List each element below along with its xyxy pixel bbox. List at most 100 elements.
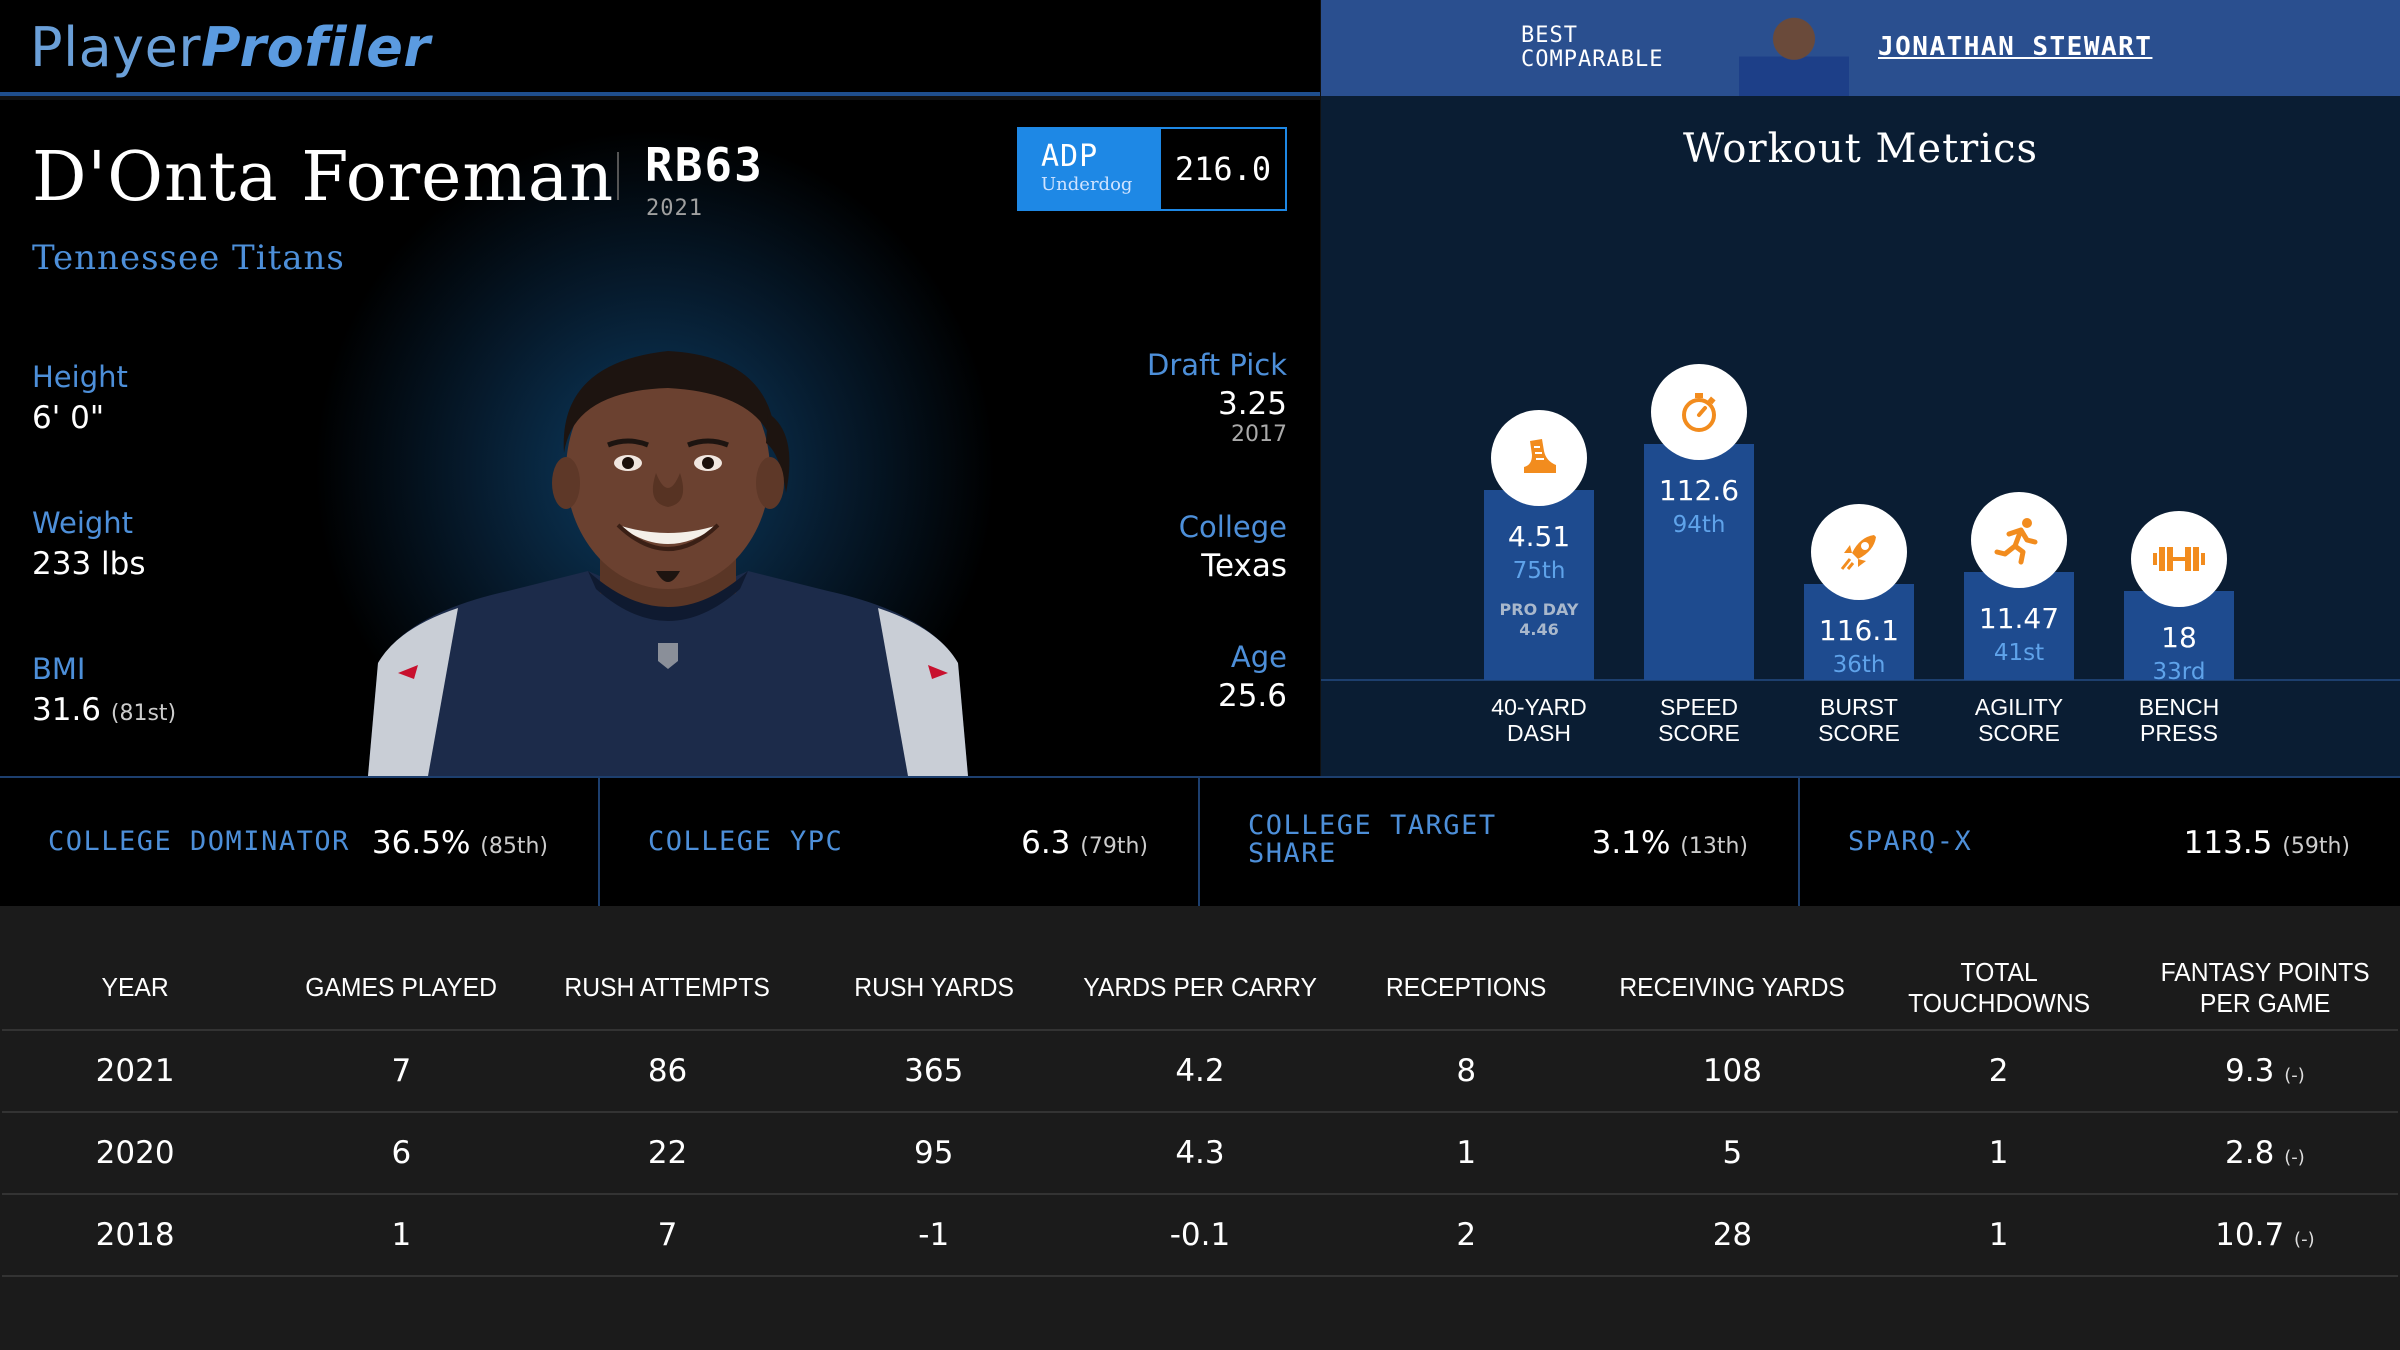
- player-photo: [368, 351, 968, 776]
- height-label: Height: [32, 360, 128, 394]
- table-cell: 4.2: [1066, 1030, 1334, 1113]
- workout-bar: [1964, 572, 2074, 680]
- table-cell: 4.3: [1066, 1112, 1334, 1195]
- best-comparable-label: BEST COMPARABLE: [1521, 24, 1663, 72]
- workout-percentile: 33rd: [2152, 659, 2206, 685]
- best-comparable-label-line2: COMPARABLE: [1521, 47, 1664, 72]
- college-stat-number: 113.5: [2183, 825, 2273, 861]
- column-header: YARDS PER CARRY: [1073, 946, 1327, 1031]
- table-cell: 5: [1599, 1112, 1866, 1195]
- fppg-rank: (-): [2294, 1229, 2315, 1250]
- workout-percentile: 75th: [1512, 558, 1566, 584]
- college-stat-value: 36.5% (85th): [372, 825, 548, 861]
- table-cell: 10.7 (-): [2131, 1194, 2398, 1277]
- workout-label: BENCH PRESS: [2099, 694, 2259, 746]
- table-cell: 22: [534, 1112, 801, 1195]
- table-cell: 2.8 (-): [2131, 1112, 2398, 1195]
- workout-label-line1: SPEED: [1660, 694, 1738, 720]
- workout-label: 40-YARD DASH: [1459, 694, 1619, 746]
- best-comparable-label-line1: BEST: [1521, 23, 1578, 48]
- college-stat-rank: (13th): [1680, 834, 1748, 859]
- height-stat: Height 6' 0": [32, 360, 128, 436]
- table-cell: 28: [1599, 1194, 1866, 1277]
- column-header: GAMES PLAYED: [274, 946, 528, 1031]
- adp-label-block: ADP Underdog: [1019, 129, 1161, 209]
- workout-label-line1: AGILITY: [1974, 694, 2064, 720]
- workout-label-line2: SCORE: [1978, 720, 2060, 746]
- weight-value: 233 lbs: [32, 546, 146, 582]
- college-stat-cell: SPARQ-X 113.5 (59th): [1800, 778, 2400, 908]
- workout-percentile: 41st: [1993, 640, 2045, 666]
- left-header: PlayerProfiler: [0, 0, 1320, 96]
- table-cell: 1: [1333, 1112, 1600, 1195]
- college-label: College: [1178, 510, 1287, 544]
- adp-source: Underdog: [1041, 174, 1133, 195]
- table-cell: -1: [800, 1194, 1067, 1277]
- college-stat-value: 113.5 (59th): [2184, 825, 2350, 861]
- runner-icon: [1971, 492, 2067, 588]
- college-stat: College Texas: [1179, 510, 1287, 584]
- workout-bar: [1804, 584, 1914, 680]
- draft-pick-value: 3.25: [1217, 386, 1287, 422]
- shoe-icon: [1491, 410, 1587, 506]
- team-link[interactable]: Tennessee Titans: [32, 238, 345, 278]
- table-header-row: YEAR GAMES PLAYED RUSH ATTEMPTS RUSH YARDS Y…: [2, 946, 2398, 1031]
- logo[interactable]: PlayerProfiler: [30, 16, 430, 79]
- college-stat-label: COLLEGE TARGET SHARE: [1248, 812, 1497, 868]
- college-stat-label-line1: COLLEGE TARGET: [1248, 810, 1497, 841]
- column-header: RECEIVING YARDS: [1605, 946, 1859, 1031]
- fppg-value: 9.3: [2225, 1053, 2275, 1089]
- logo-part2: Profiler: [201, 16, 431, 79]
- college-stat-label-line1: COLLEGE DOMINATOR: [48, 826, 350, 857]
- comparable-player-link[interactable]: JONATHAN STEWART: [1878, 32, 2153, 62]
- workout-label-line2: SCORE: [1818, 720, 1900, 746]
- fppg-value: 10.7: [2215, 1217, 2285, 1253]
- college-stat-label: COLLEGE DOMINATOR: [48, 828, 350, 856]
- logo-part1: Player: [30, 16, 202, 79]
- column-header: FANTASY POINTS PER GAME: [2138, 946, 2392, 1031]
- college-stat-rank: (79th): [1080, 834, 1148, 859]
- table-cell: 108: [1599, 1030, 1866, 1113]
- college-stat-label-line2: SHARE: [1248, 838, 1337, 869]
- college-stat-value: 3.1% (13th): [1592, 825, 1748, 861]
- table-cell: 9.3 (-): [2131, 1030, 2398, 1113]
- table-cell: 7: [268, 1030, 535, 1113]
- age-value: 25.6: [1217, 678, 1287, 714]
- table-cell: 6: [268, 1112, 535, 1195]
- draft-pick-stat: Draft Pick 3.25 2017: [1147, 348, 1287, 447]
- table-body: 2021 7 86 365 4.2 8 108 2 9.3 (-) 2020 6 22 95 4.3 1 5 1…: [2, 1030, 2398, 1277]
- table-row: 2020 6 22 95 4.3 1 5 1 2.8 (-): [2, 1112, 2398, 1195]
- comparable-avatar: [1739, 8, 1849, 96]
- weight-label: Weight: [32, 506, 134, 540]
- table-cell: 7: [534, 1194, 801, 1277]
- workout-note: PRO DAY 4.46: [1484, 600, 1594, 640]
- position-rank: RB63: [645, 138, 764, 192]
- fppg-rank: (-): [2284, 1147, 2305, 1168]
- workout-bar: [1484, 490, 1594, 680]
- table-cell: 2021: [2, 1030, 269, 1113]
- bmi-label: BMI: [32, 652, 86, 686]
- stopwatch-icon: [1651, 364, 1747, 460]
- workout-value: 4.51: [1507, 520, 1571, 553]
- bmi-stat: BMI 31.6 (81st): [32, 652, 176, 728]
- weight-stat: Weight 233 lbs: [32, 506, 145, 582]
- stats-table-section: YEAR GAMES PLAYED RUSH ATTEMPTS RUSH YARDS Y…: [0, 906, 2400, 1350]
- fppg-value: 2.8: [2225, 1135, 2275, 1171]
- college-stat-cell: COLLEGE YPC 6.3 (79th): [600, 778, 1200, 908]
- workout-note-line1: PRO DAY: [1499, 600, 1579, 619]
- season-stats-table: YEAR GAMES PLAYED RUSH ATTEMPTS RUSH YARDS Y…: [2, 946, 2398, 1277]
- workout-percentile: 94th: [1672, 512, 1726, 538]
- table-cell: 2: [1333, 1194, 1600, 1277]
- table-cell: 2018: [2, 1194, 269, 1277]
- college-stat-number: 6.3: [1021, 825, 1071, 861]
- college-stat-value: 6.3 (79th): [1021, 825, 1148, 861]
- table-cell: 95: [800, 1112, 1067, 1195]
- table-cell: -0.1: [1066, 1194, 1334, 1277]
- college-stat-rank: (85th): [480, 834, 548, 859]
- adp-value: 216.0: [1161, 129, 1285, 209]
- column-header: RUSH ATTEMPTS: [541, 946, 795, 1031]
- workout-bar: [1644, 444, 1754, 680]
- workout-metrics-panel: Workout Metrics 4.51 75th PRO DAY 4.46 40-YA…: [1321, 96, 2400, 776]
- draft-pick-year: 2017: [1231, 422, 1287, 447]
- height-value: 6' 0": [32, 400, 105, 436]
